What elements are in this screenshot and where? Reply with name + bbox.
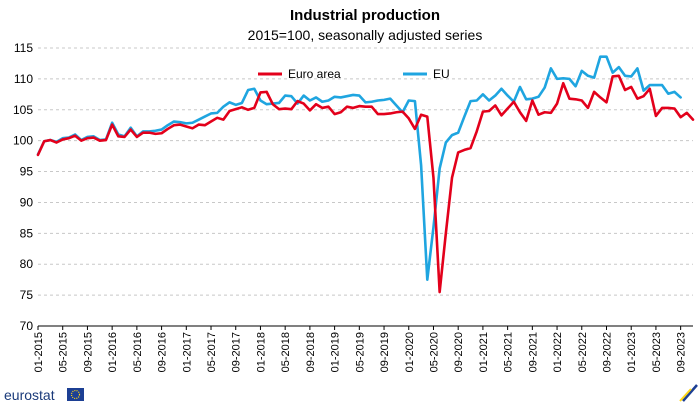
eu-flag-icon	[67, 388, 84, 401]
x-tick-label: 09-2017	[231, 332, 243, 372]
plot-area	[36, 55, 695, 294]
x-tick-label: 09-2020	[453, 332, 465, 372]
grid	[38, 47, 693, 296]
x-tick-label: 09-2018	[305, 332, 317, 372]
x-tick-label: 09-2021	[527, 332, 539, 372]
x-tick-label: 05-2016	[132, 332, 144, 372]
x-tick-label: 01-2019	[330, 332, 342, 372]
x-tick-label: 05-2015	[58, 332, 70, 372]
x-tick-label: 01-2018	[255, 332, 267, 372]
x-tick-label: 05-2017	[206, 332, 218, 372]
eurostat-logo: eurostat	[4, 387, 84, 403]
x-tick-label: 09-2016	[157, 332, 169, 372]
y-tick-label: 80	[20, 257, 34, 271]
y-tick-label: 75	[20, 288, 34, 302]
y-tick-label: 85	[20, 226, 34, 240]
x-tick-label: 01-2020	[404, 332, 416, 372]
y-tick-label: 95	[20, 165, 34, 179]
x-tick-label: 01-2016	[107, 332, 119, 372]
x-tick-label: 05-2018	[280, 332, 292, 372]
legend-label-eu: EU	[433, 67, 450, 81]
axes: 70 75 80 85 90 95 100 105 110 115 01-2015 05-2015 09…	[13, 41, 693, 372]
chart-subtitle: 2015=100, seasonally adjusted series	[248, 27, 483, 43]
chart-title: Industrial production	[290, 7, 440, 24]
x-tick-label: 09-2022	[601, 332, 613, 372]
x-tick-label: 01-2023	[626, 332, 638, 372]
y-tick-label: 110	[14, 72, 33, 86]
x-tick-label: 05-2022	[577, 332, 589, 372]
x-tick-label: 01-2022	[552, 332, 564, 372]
x-tick-label: 05-2019	[354, 332, 366, 372]
y-tick-label: 70	[20, 319, 34, 333]
x-tick-label: 05-2021	[503, 332, 515, 372]
x-tick-label: 01-2021	[478, 332, 490, 372]
x-tick-label: 05-2020	[428, 332, 440, 372]
series-line-euro-area	[36, 74, 695, 294]
x-tick-label: 09-2015	[82, 332, 94, 372]
corner-swoosh-icon	[679, 384, 698, 402]
y-tick-label: 115	[14, 41, 33, 55]
legend-label-euro-area: Euro area	[288, 67, 341, 81]
y-tick-label: 105	[13, 103, 33, 117]
x-tick-label: 01-2017	[181, 332, 193, 372]
x-tick-label: 09-2023	[676, 332, 688, 372]
y-tick-label: 90	[20, 195, 34, 209]
y-tick-label: 100	[13, 134, 33, 148]
eurostat-logo-text: eurostat	[4, 387, 55, 403]
legend: Euro area EU	[258, 67, 450, 81]
x-tick-label: 01-2015	[33, 332, 45, 372]
x-tick-label: 05-2023	[651, 332, 663, 372]
x-tick-label: 09-2019	[379, 332, 391, 372]
series-line-eu	[36, 55, 682, 281]
